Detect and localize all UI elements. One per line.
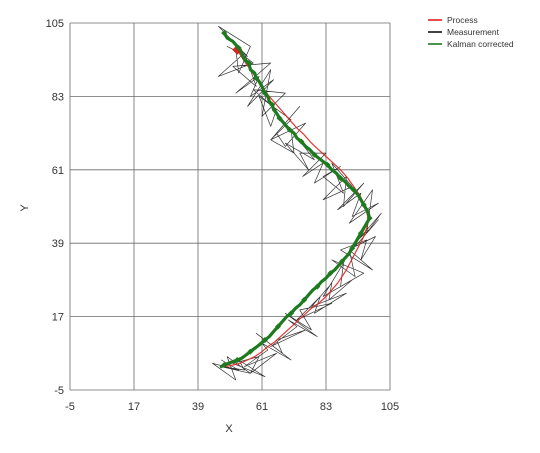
y-tick-label: 39: [52, 238, 64, 250]
x-tick-label: 61: [256, 401, 268, 413]
kalman-point: [339, 258, 345, 265]
process-series: [225, 44, 369, 368]
tick-labels: -5 17 39 61 83 105 105 83 61 39 17 -5: [46, 18, 400, 413]
kalman-point: [324, 161, 331, 168]
kalman-point: [235, 45, 242, 52]
kalman-point: [327, 270, 334, 277]
kalman-point: [261, 336, 268, 343]
kalman-point: [288, 310, 295, 317]
kalman-point: [234, 356, 241, 363]
kalman-point: [221, 361, 228, 368]
legend-label: Measurement: [447, 27, 500, 37]
y-tick-label: 105: [46, 18, 64, 30]
kalman-point: [350, 186, 357, 193]
x-tick-label: 105: [381, 401, 399, 413]
x-tick-label: 39: [192, 401, 204, 413]
y-tick-label: 17: [52, 312, 64, 324]
y-axis-title: Y: [19, 204, 31, 212]
x-axis-title: X: [225, 423, 233, 435]
kalman-point: [275, 323, 281, 330]
kalman-point: [286, 126, 293, 133]
process-line: [225, 49, 369, 368]
kalman-point: [276, 115, 283, 122]
legend: Process Measurement Kalman corrected: [428, 15, 514, 49]
kalman-point: [298, 138, 305, 145]
kalman-point: [311, 151, 318, 158]
kalman-point: [314, 283, 321, 290]
kalman-series: [219, 30, 373, 369]
kalman-point: [349, 245, 356, 252]
kalman-point: [221, 30, 228, 37]
kalman-point: [337, 175, 344, 182]
x-tick-label: 17: [128, 401, 140, 413]
x-tick-label: -5: [65, 401, 75, 413]
y-tick-label: 83: [52, 91, 64, 103]
legend-label: Process: [447, 15, 478, 25]
kalman-point: [360, 201, 367, 208]
kalman-point: [357, 230, 364, 237]
y-tick-label: 61: [52, 165, 64, 177]
measurement-line: [212, 25, 382, 381]
kalman-point: [366, 215, 373, 222]
x-tick-label: 83: [320, 401, 332, 413]
grid-lines: [69, 22, 391, 391]
kalman-point: [245, 60, 252, 67]
kalman-point: [301, 296, 308, 303]
kalman-point: [253, 75, 260, 82]
kalman-point: [247, 348, 254, 355]
measurement-series: [212, 25, 382, 381]
kalman-point: [261, 90, 268, 97]
y-tick-label: -5: [54, 385, 64, 397]
legend-label: Kalman corrected: [447, 39, 514, 49]
kalman-point: [269, 101, 276, 108]
